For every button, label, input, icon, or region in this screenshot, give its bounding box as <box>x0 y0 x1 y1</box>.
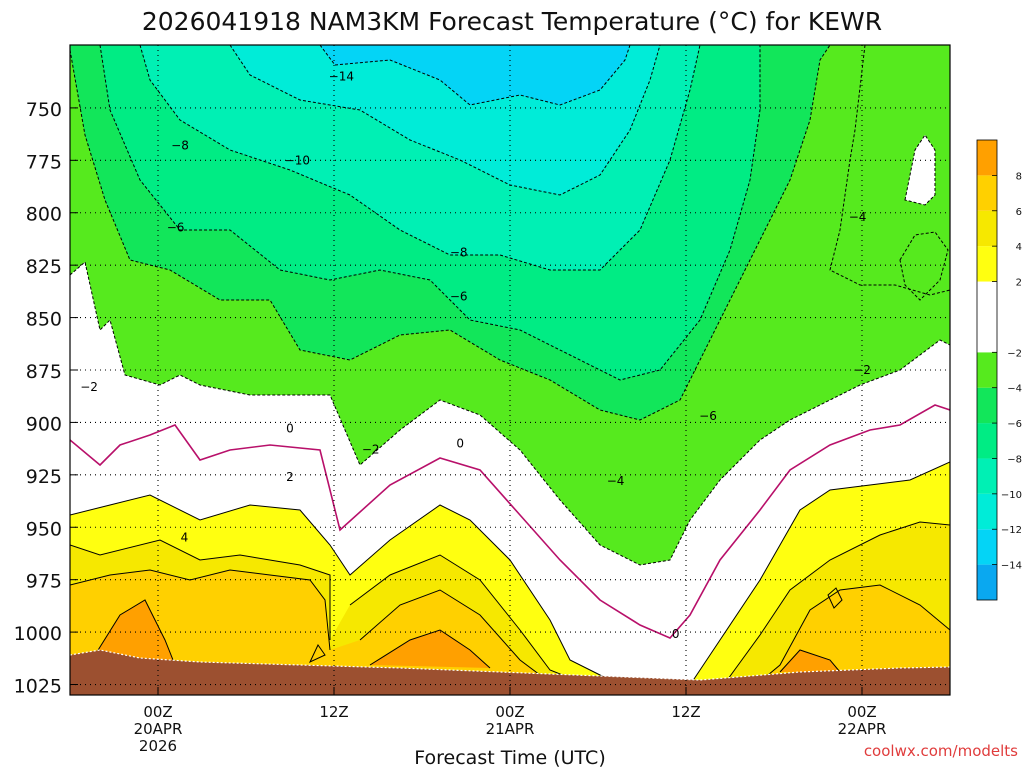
x-tick-label: 00Z <box>143 703 172 721</box>
x-tick-label: 00Z <box>847 703 876 721</box>
band-6-to-8 <box>70 570 950 695</box>
colorbar-label: −8 <box>1007 454 1022 465</box>
colorbar-label: −6 <box>1007 419 1022 430</box>
plot-area: −14 −8 −10 −6 −8 −6 −4 −2 −2 0 −2 0 2 4 −6 −4 0 <box>70 45 950 695</box>
y-tick-label: 950 <box>26 518 62 540</box>
y-tick-label: 1025 <box>14 676 62 698</box>
contour-label: 2 <box>286 470 294 484</box>
colorbar-label: 2 <box>1016 278 1022 289</box>
colorbar-label: 4 <box>1016 242 1022 253</box>
y-tick-label: 900 <box>26 413 62 435</box>
x-tick-label: 2026 <box>139 737 177 755</box>
y-axis: 750 775 800 825 850 875 900 925 950 975 1000 1025 <box>14 99 78 698</box>
chart-title: 2026041918 NAM3KM Forecast Temperature (… <box>142 7 882 36</box>
colorbar-swatch <box>977 175 997 211</box>
colorbar-swatch <box>977 387 997 424</box>
colorbar-label: −4 <box>1007 384 1022 395</box>
x-tick-label: 20APR <box>134 720 183 738</box>
colorbar-swatch <box>977 281 997 353</box>
colorbar-swatch <box>977 493 997 530</box>
contour-label: −10 <box>285 153 310 167</box>
band-8-to-10 <box>95 600 840 672</box>
y-tick-label: 925 <box>26 466 62 488</box>
colorbar-swatch <box>977 458 997 494</box>
y-tick-label: 825 <box>26 256 62 278</box>
contour-label: −8 <box>450 246 468 260</box>
credit-text: coolwx.com/modelts <box>864 742 1018 760</box>
x-tick-label: 12Z <box>671 703 700 721</box>
colorbar-swatch <box>977 529 997 565</box>
contour-label: −14 <box>329 69 354 83</box>
contour-label: 0 <box>456 436 464 450</box>
y-tick-label: 850 <box>26 309 62 331</box>
contour-label: −4 <box>849 210 867 224</box>
colorbar-label: 6 <box>1016 207 1022 218</box>
colorbar-swatch <box>977 246 997 282</box>
colorbar-label: 8 <box>1016 171 1022 182</box>
contour-label: −6 <box>167 220 185 234</box>
x-tick-label: 21APR <box>486 720 535 738</box>
contour-label: −6 <box>450 290 468 304</box>
colorbar-label: −12 <box>1001 525 1022 536</box>
ground-edge <box>70 649 950 681</box>
contour-label: 0 <box>286 422 294 436</box>
colorbar-label: −14 <box>1001 561 1022 572</box>
colorbar-label: −2 <box>1007 348 1022 359</box>
x-tick-label: 22APR <box>838 720 887 738</box>
colorbar-label: −10 <box>1001 490 1022 501</box>
contour-label: −2 <box>80 380 98 394</box>
colorbar-swatch <box>977 352 997 388</box>
contour-label: −4 <box>607 474 625 488</box>
x-axis-label: Forecast Time (UTC) <box>414 747 605 768</box>
y-tick-label: 975 <box>26 571 62 593</box>
contour-label: 0 <box>672 627 680 641</box>
dashed-isotherms <box>70 45 950 566</box>
colorbar-frame <box>976 139 998 601</box>
x-tick-label: 12Z <box>319 703 348 721</box>
band-white-upper-right <box>905 135 935 205</box>
y-tick-label: 750 <box>26 99 62 121</box>
gridlines <box>70 45 950 695</box>
x-tick-label: 00Z <box>495 703 524 721</box>
colorbar-swatch <box>977 140 997 176</box>
band-minus14-to-minus12 <box>320 45 630 105</box>
colorbar-swatch <box>977 423 997 459</box>
contour-label: −6 <box>699 409 717 423</box>
contour-label: −2 <box>853 363 871 377</box>
contour-labels: −14 −8 −10 −6 −8 −6 −4 −2 −2 0 −2 0 2 4 −6 −4 0 <box>80 69 871 641</box>
freezing-line <box>70 404 950 639</box>
y-tick-label: 800 <box>26 204 62 226</box>
colorbar-swatch <box>977 210 997 247</box>
contour-label: −8 <box>171 139 189 153</box>
colorbar-swatch <box>977 564 997 600</box>
y-tick-label: 1000 <box>14 623 62 645</box>
colorbar: 8 6 4 2 −2 −4 −6 −8 −10 −12 −14 <box>976 139 1022 601</box>
y-tick-label: 775 <box>26 151 62 173</box>
contour-label: −2 <box>362 443 380 457</box>
contour-label: 4 <box>181 531 189 545</box>
y-tick-label: 875 <box>26 361 62 383</box>
